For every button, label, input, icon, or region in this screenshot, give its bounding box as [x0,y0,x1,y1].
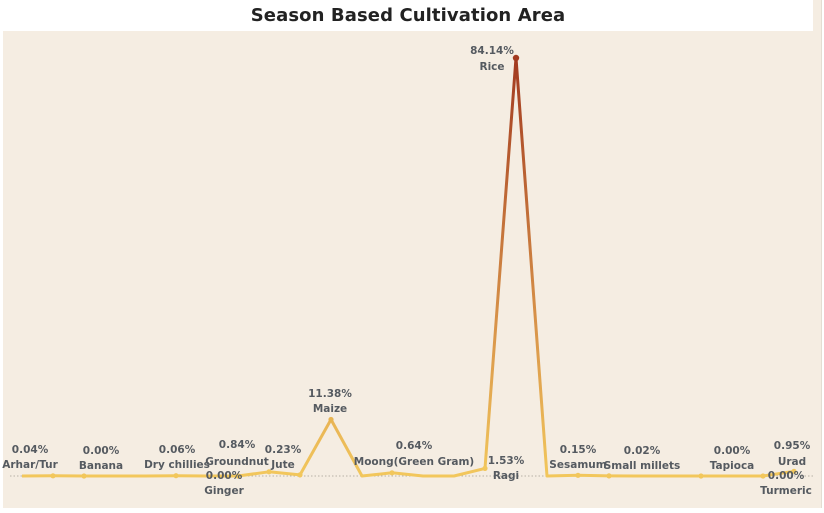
category-label: Maize [313,403,347,415]
category-label: Ginger [204,485,244,497]
value-label: 0.00% [206,470,243,482]
data-point-urad[interactable] [791,468,797,474]
value-label: 0.15% [560,444,597,456]
data-point-groundnut[interactable] [266,469,272,475]
category-label: Ragi [493,470,519,482]
value-label: 0.04% [12,444,49,456]
data-point-arhar-tur[interactable] [50,473,56,479]
category-label: Turmeric [760,485,812,497]
category-label: Rice [479,61,504,73]
value-label: 0.64% [396,440,433,452]
category-label: Banana [79,460,123,472]
data-point-rice[interactable] [512,54,520,62]
data-point-ragi[interactable] [482,465,488,471]
data-labels-layer: 0.04% Arhar/Tur 0.00% Banana 0.06% Dry chilli… [2,45,812,497]
data-point-dry-chillies[interactable] [173,473,179,479]
category-label: Jute [270,459,295,471]
data-point-banana[interactable] [81,473,87,479]
category-label: Sesamum [549,459,606,471]
data-point-turmeric[interactable] [760,473,766,479]
category-label: Dry chillies [144,459,210,471]
category-label: Arhar/Tur [2,459,58,471]
value-label: 11.38% [308,388,352,400]
chart-panel [3,0,822,508]
value-label: 84.14% [470,45,514,57]
title-bar: Season Based Cultivation Area [3,0,813,31]
category-label: Groundnut [205,456,268,468]
data-point-maize[interactable] [328,416,334,423]
value-label: 0.84% [219,439,256,451]
category-label: Tapioca [710,460,755,472]
value-label: 0.00% [714,445,751,457]
data-point-small-millets[interactable] [606,473,612,479]
value-label: 0.02% [624,445,661,457]
value-label: 1.53% [488,455,525,467]
data-points-layer [50,54,797,479]
data-point-jute[interactable] [297,472,303,478]
value-label: 0.00% [83,445,120,457]
category-label: Urad [778,456,806,468]
value-label: 0.95% [774,440,811,452]
series-line [21,56,795,478]
value-label: 0.23% [265,444,302,456]
chart-title: Season Based Cultivation Area [250,5,566,26]
category-label: Moong(Green Gram) [354,456,474,468]
data-point-sesamum[interactable] [575,472,581,478]
data-point-tapioca[interactable] [698,473,704,479]
value-label: 0.06% [159,444,196,456]
series-line-layer [21,56,795,478]
category-label: Small millets [604,460,681,472]
data-point-moong-green-gram[interactable] [389,470,395,476]
value-label: 0.00% [768,470,805,482]
data-point-ginger[interactable] [235,473,241,479]
